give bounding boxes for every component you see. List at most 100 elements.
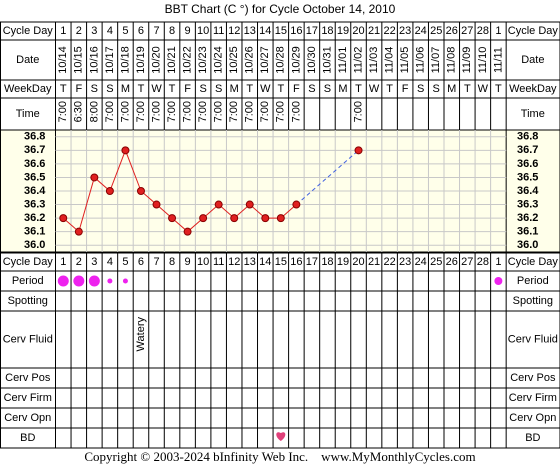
- date: 10/31: [321, 46, 333, 74]
- weekday: M: [447, 83, 456, 95]
- cycle-day: 3: [91, 256, 97, 268]
- y-tick-label: 36.7: [24, 144, 45, 156]
- temp-point: [152, 200, 161, 209]
- temp-point: [261, 214, 270, 223]
- date: 10/28: [275, 46, 287, 74]
- cycle-day: 1: [495, 25, 501, 37]
- cycle-day: 23: [399, 256, 411, 268]
- cycle-day: 8: [169, 256, 175, 268]
- row-label: Cerv Fluid: [3, 333, 53, 345]
- row-label: Time: [521, 108, 545, 120]
- row-label: Cerv Pos: [510, 372, 556, 384]
- date: 10/29: [290, 46, 302, 74]
- date: 11/11: [492, 47, 504, 73]
- row-box: [0, 387, 560, 409]
- period-dot: [122, 278, 128, 284]
- y-tick-label: 36.7: [517, 144, 538, 156]
- row-label: WeekDay: [509, 83, 557, 95]
- date: 10/18: [119, 46, 131, 74]
- date: 10/27: [259, 46, 271, 74]
- y-tick-label: 36.2: [517, 212, 538, 224]
- date: 10/21: [166, 46, 178, 74]
- y-tick-label: 36.4: [517, 185, 539, 197]
- date: 10/19: [135, 46, 147, 74]
- cycle-day: 19: [337, 256, 349, 268]
- y-tick-label: 36.2: [24, 212, 45, 224]
- time: 7:00: [57, 101, 69, 122]
- time: 7:00: [181, 101, 193, 122]
- temp-point: [354, 146, 363, 155]
- weekday: M: [338, 83, 347, 95]
- date: 10/22: [181, 46, 193, 74]
- cycle-day: 8: [169, 25, 175, 37]
- temp-point: [59, 214, 68, 223]
- time: 7:00: [290, 101, 302, 122]
- weekday: T: [277, 83, 284, 95]
- weekday: F: [184, 83, 191, 95]
- weekday: M: [230, 83, 239, 95]
- temp-point: [121, 146, 130, 155]
- row-box: [0, 367, 560, 389]
- row-label: Date: [16, 54, 39, 66]
- y-tick-label: 36.0: [517, 239, 538, 251]
- cycle-day: 6: [138, 256, 144, 268]
- y-tick-label: 36.6: [24, 158, 45, 170]
- date: 11/02: [352, 47, 364, 74]
- weekday: T: [464, 83, 471, 95]
- time: 7:00: [213, 101, 225, 122]
- y-tick-label: 36.1: [517, 226, 538, 238]
- temp-point: [276, 214, 285, 223]
- cycle-day: 18: [321, 256, 333, 268]
- weekday: T: [495, 83, 502, 95]
- date: 11/10: [477, 47, 489, 74]
- chart-title: BBT Chart (C °) for Cycle October 14, 20…: [165, 2, 396, 16]
- cycle-day: 14: [259, 25, 271, 37]
- cycle-day: 13: [244, 25, 256, 37]
- time: 7:00: [119, 101, 131, 122]
- bd-heart: [276, 432, 286, 441]
- row-label: Cerv Opn: [509, 412, 556, 424]
- row-label: WeekDay: [4, 83, 52, 95]
- date: 11/08: [446, 47, 458, 74]
- time: 7:00: [104, 101, 116, 122]
- weekday: S: [199, 83, 206, 95]
- date: 11/05: [399, 47, 411, 74]
- cycle-day: 12: [228, 256, 240, 268]
- cycle-day: 10: [197, 256, 209, 268]
- temp-point: [199, 214, 208, 223]
- y-tick-label: 36.4: [24, 185, 46, 197]
- row-box: [0, 270, 560, 292]
- temp-point: [245, 200, 254, 209]
- weekday: F: [402, 83, 409, 95]
- time: 7:00: [352, 101, 364, 122]
- row-label: Time: [16, 108, 40, 120]
- cycle-day: 23: [399, 25, 411, 37]
- cycle-day: 25: [430, 25, 442, 37]
- cycle-day: 20: [352, 256, 364, 268]
- row-label: Spotting: [8, 295, 48, 307]
- cycle-day: 1: [60, 256, 66, 268]
- row-box: [0, 407, 560, 429]
- row-box: [0, 290, 560, 312]
- date: 10/24: [213, 46, 225, 74]
- period-dot: [73, 275, 85, 287]
- temp-point: [168, 214, 177, 223]
- cycle-day: 15: [275, 25, 287, 37]
- weekday: W: [260, 83, 271, 95]
- date: 11/06: [415, 47, 427, 74]
- temp-point: [136, 187, 145, 195]
- date: 10/20: [150, 46, 162, 74]
- footer: Copyright © 2003-2024 bInfinity Web Inc.…: [84, 449, 475, 464]
- date: 10/26: [244, 46, 256, 74]
- cycle-day: 4: [107, 256, 113, 268]
- cycle-day: 6: [138, 25, 144, 37]
- date: 10/16: [88, 46, 100, 74]
- y-tick-label: 36.3: [24, 198, 45, 210]
- cycle-day: 2: [76, 25, 82, 37]
- row-label: BD: [20, 432, 35, 444]
- cycle-day: 10: [197, 25, 209, 37]
- cycle-day: 5: [122, 25, 128, 37]
- cycle-day: 22: [383, 256, 395, 268]
- cycle-day: 5: [122, 256, 128, 268]
